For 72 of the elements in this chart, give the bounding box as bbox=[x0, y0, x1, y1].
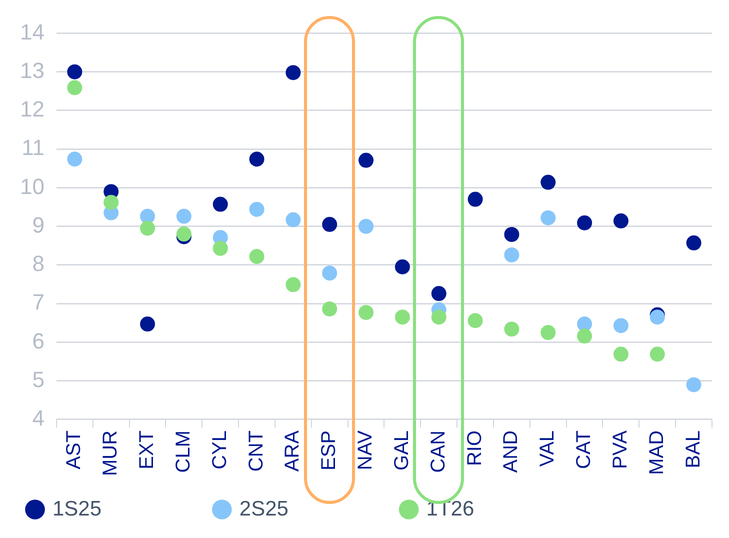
point bbox=[686, 235, 702, 250]
point bbox=[249, 248, 264, 264]
point bbox=[176, 208, 192, 224]
point bbox=[394, 310, 410, 325]
point bbox=[104, 194, 119, 210]
point bbox=[394, 259, 410, 274]
point bbox=[140, 220, 156, 236]
point bbox=[140, 316, 156, 332]
point bbox=[212, 240, 228, 256]
point bbox=[613, 346, 628, 362]
x-tick-label: RIO bbox=[464, 430, 486, 466]
x-tick-label: GAL bbox=[390, 430, 413, 470]
x-tick-label: EXT bbox=[136, 430, 158, 470]
y-tick-label: 14 bbox=[20, 19, 44, 44]
point bbox=[468, 192, 483, 207]
y-tick-label: 4 bbox=[32, 406, 44, 431]
y-tick-label: 6 bbox=[32, 328, 44, 354]
point bbox=[322, 266, 338, 281]
y-tick-label: 13 bbox=[20, 58, 44, 83]
y-tick-label: 7 bbox=[32, 290, 44, 315]
y-tick-label: 10 bbox=[20, 174, 44, 199]
y-tick-label: 9 bbox=[32, 212, 44, 238]
x-tick-label: VAL bbox=[536, 430, 559, 467]
x-tick-label: CLM bbox=[172, 430, 194, 473]
point bbox=[431, 286, 446, 302]
point bbox=[686, 377, 702, 392]
point bbox=[286, 65, 301, 80]
point bbox=[613, 318, 628, 334]
point bbox=[322, 216, 338, 232]
legend-label: 1S25 bbox=[52, 497, 195, 520]
y-tick-label: 11 bbox=[22, 135, 44, 160]
point bbox=[286, 212, 301, 228]
point bbox=[358, 218, 374, 234]
point bbox=[613, 213, 628, 228]
y-tick-label: 12 bbox=[20, 96, 44, 122]
point bbox=[358, 304, 374, 320]
x-tick-label: NAV bbox=[354, 430, 377, 470]
x-tick-label: AST bbox=[63, 430, 86, 470]
point bbox=[286, 277, 301, 292]
x-tick-label: MAD bbox=[646, 430, 668, 475]
x-tick-label: ESP bbox=[318, 430, 340, 470]
point bbox=[577, 215, 592, 230]
point bbox=[468, 313, 483, 328]
point bbox=[249, 152, 264, 167]
x-tick-label: CYL bbox=[208, 430, 231, 470]
x-tick-label: AND bbox=[500, 430, 522, 473]
point bbox=[67, 152, 82, 167]
point bbox=[650, 346, 665, 362]
point bbox=[67, 64, 82, 80]
x-tick-label: PVA bbox=[609, 430, 632, 469]
point bbox=[504, 322, 520, 337]
point bbox=[322, 301, 338, 316]
point bbox=[577, 328, 592, 344]
x-tick-label: MUR bbox=[100, 430, 122, 476]
y-tick-label: 8 bbox=[32, 251, 44, 276]
point bbox=[212, 196, 228, 212]
point bbox=[431, 310, 446, 325]
point bbox=[67, 80, 82, 96]
point bbox=[249, 202, 264, 217]
y-tick-label: 5 bbox=[32, 366, 44, 392]
x-tick-label: ARA bbox=[282, 430, 304, 472]
x-tick-label: CAT bbox=[573, 430, 596, 469]
x-tick-label: CAN bbox=[427, 430, 450, 473]
point bbox=[358, 152, 374, 168]
point bbox=[540, 210, 556, 226]
x-tick-label: BAL bbox=[682, 430, 704, 468]
point bbox=[540, 174, 556, 190]
point bbox=[540, 325, 556, 340]
point bbox=[504, 226, 520, 242]
x-tick-label: CNT bbox=[245, 430, 268, 472]
legend-label: 2S25 bbox=[239, 497, 382, 520]
point bbox=[504, 247, 520, 262]
